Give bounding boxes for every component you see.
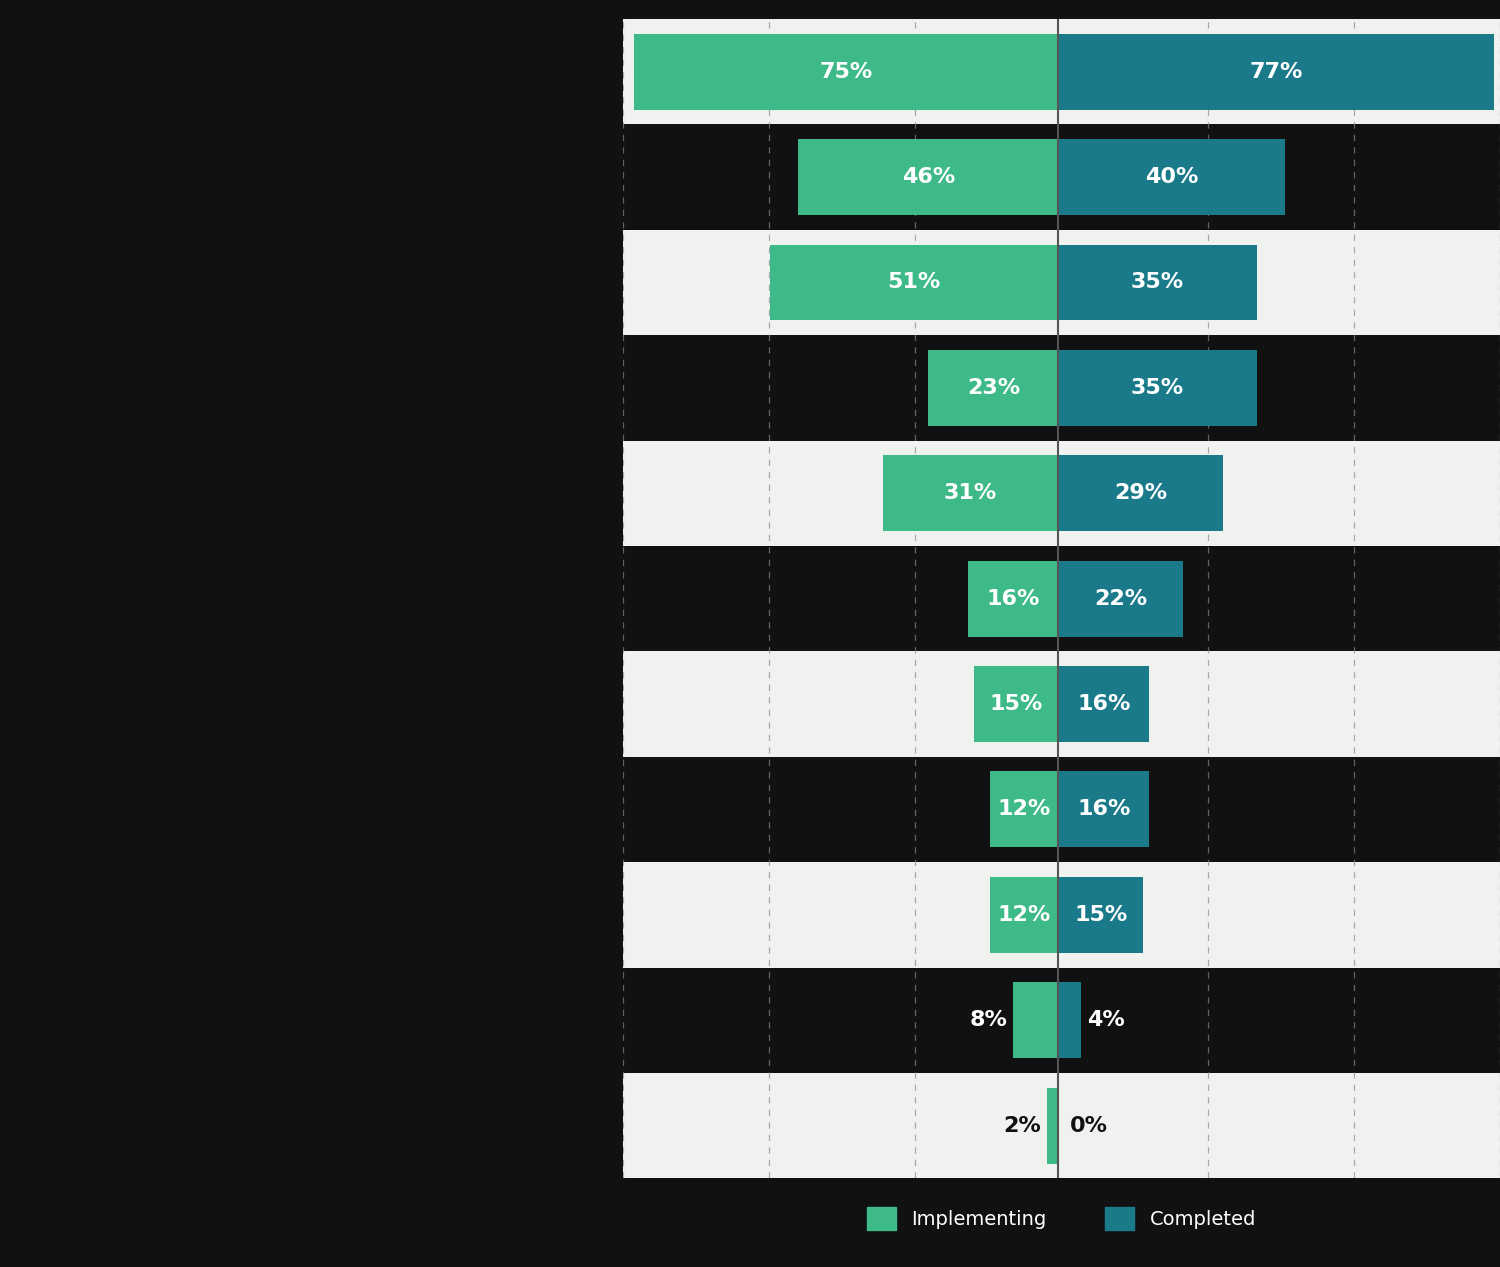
Bar [1059,34,1494,110]
FancyBboxPatch shape [622,124,1500,229]
Text: 15%: 15% [1074,905,1128,925]
Bar [974,666,1059,742]
Text: 2%: 2% [1004,1116,1041,1135]
FancyBboxPatch shape [622,862,1500,968]
Bar [968,561,1059,636]
Text: 51%: 51% [888,272,940,293]
Bar [1013,982,1059,1058]
Bar [1059,877,1143,953]
Text: 16%: 16% [1077,694,1131,715]
Bar [1059,666,1149,742]
FancyBboxPatch shape [622,336,1500,441]
Text: 29%: 29% [1114,483,1167,503]
Bar [634,34,1059,110]
FancyBboxPatch shape [622,651,1500,756]
FancyBboxPatch shape [622,19,1500,124]
FancyBboxPatch shape [622,441,1500,546]
Text: 15%: 15% [990,694,1042,715]
Bar [1059,350,1257,426]
Text: 75%: 75% [819,62,873,81]
Text: 8%: 8% [969,1010,1008,1030]
Bar [798,139,1059,215]
Text: 22%: 22% [1094,589,1148,608]
FancyBboxPatch shape [622,229,1500,336]
Text: 23%: 23% [968,378,1020,398]
Bar [1059,139,1286,215]
FancyBboxPatch shape [622,756,1500,862]
Bar [1059,245,1257,321]
Bar [884,455,1059,531]
Text: 0%: 0% [1070,1116,1107,1135]
Text: 12%: 12% [998,905,1051,925]
Bar [1059,772,1149,848]
Text: 35%: 35% [1131,272,1184,293]
Text: 35%: 35% [1131,378,1184,398]
Text: 46%: 46% [902,167,956,188]
Text: 31%: 31% [944,483,998,503]
FancyBboxPatch shape [622,546,1500,651]
Text: 12%: 12% [998,799,1051,820]
Bar [1047,1087,1059,1163]
Bar [770,245,1059,321]
FancyBboxPatch shape [622,1073,1500,1178]
Text: 77%: 77% [1250,62,1304,81]
Text: 16%: 16% [1077,799,1131,820]
Legend: Implementing, Completed: Implementing, Completed [847,1187,1275,1249]
Text: 4%: 4% [1086,1010,1125,1030]
Bar [1059,561,1184,636]
Bar [928,350,1059,426]
Bar [1059,982,1082,1058]
Text: 40%: 40% [1144,167,1198,188]
FancyBboxPatch shape [622,968,1500,1073]
Bar [990,877,1059,953]
Text: 16%: 16% [987,589,1039,608]
Bar [1059,455,1222,531]
Bar [990,772,1059,848]
